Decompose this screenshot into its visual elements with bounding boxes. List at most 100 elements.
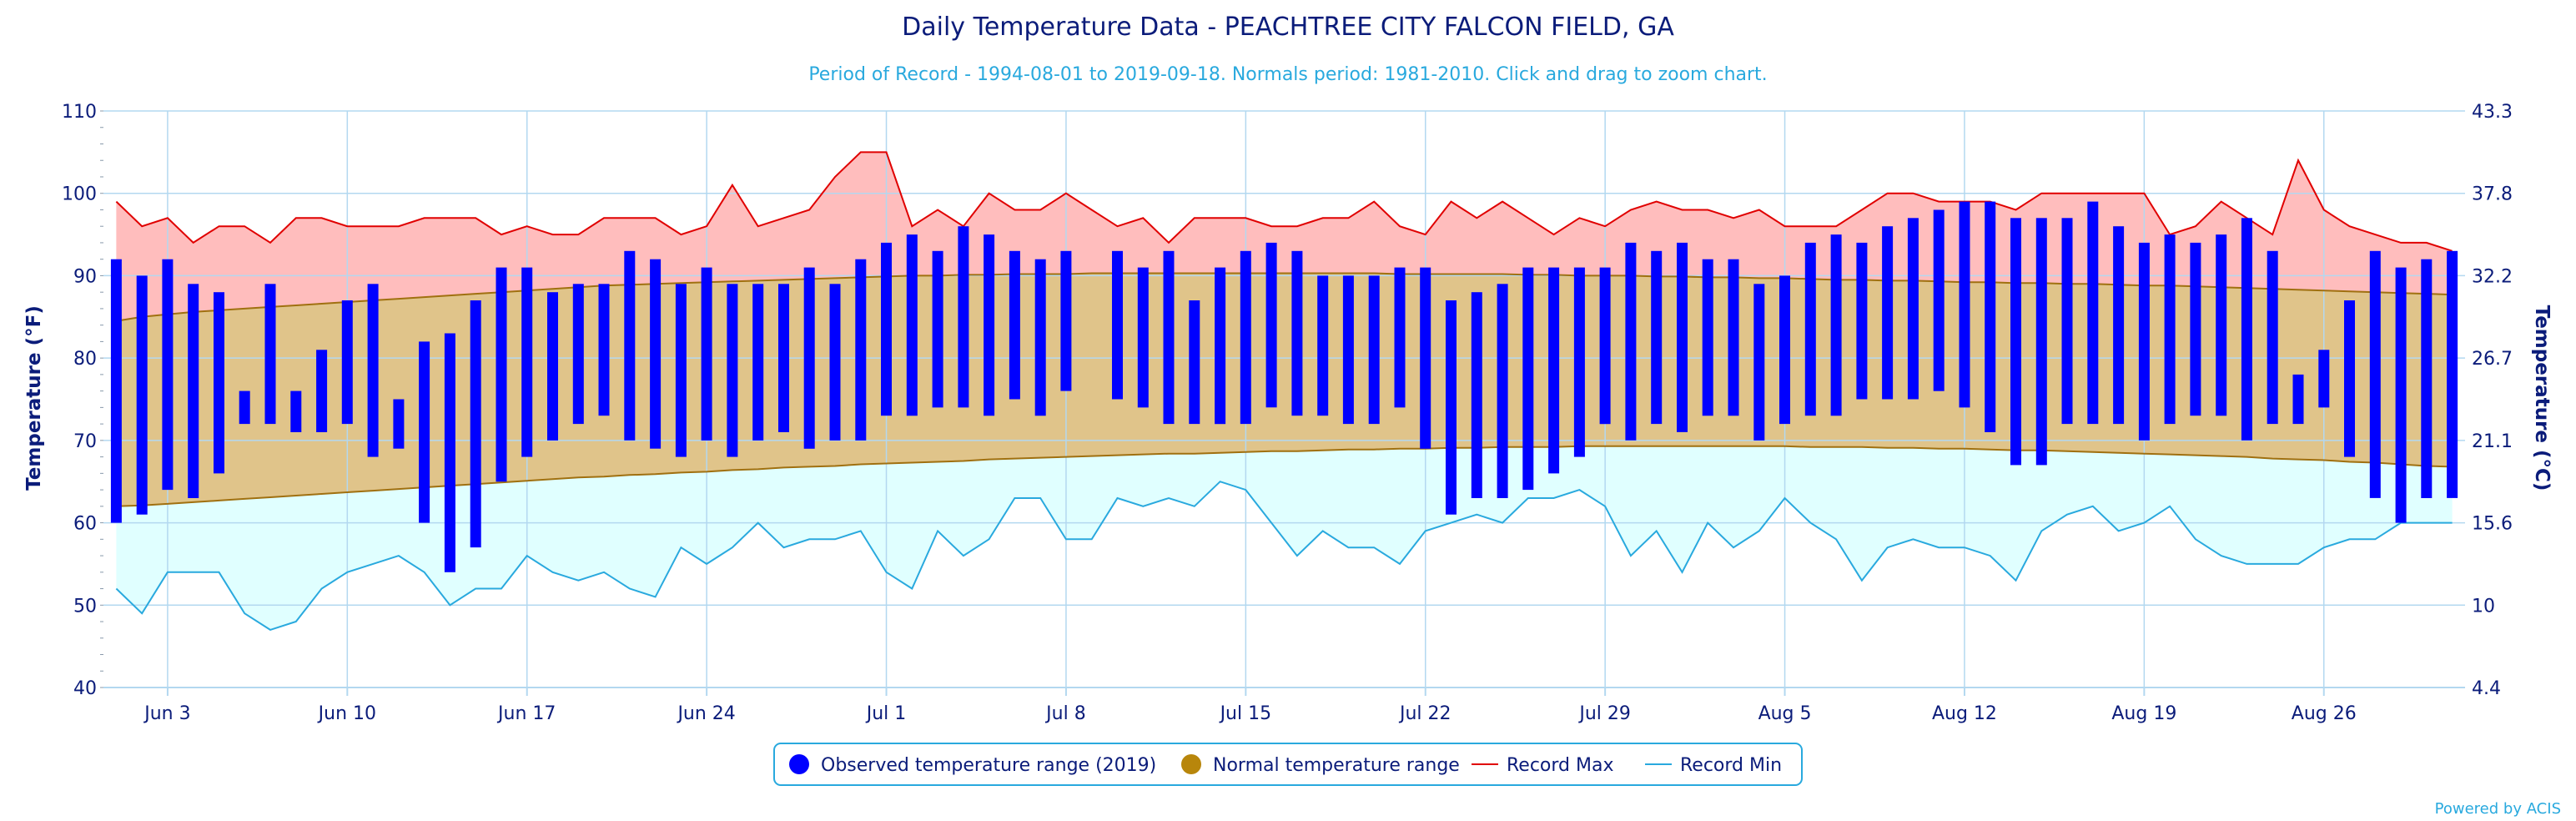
observed-bar bbox=[2216, 234, 2227, 416]
observed-bar bbox=[624, 250, 636, 441]
observed-bar bbox=[2447, 250, 2458, 498]
observed-bar bbox=[1189, 300, 1200, 425]
observed-bar bbox=[984, 234, 995, 416]
record-max-line bbox=[115, 151, 2453, 252]
observed-bar bbox=[547, 292, 558, 441]
observed-bar bbox=[650, 259, 662, 449]
observed-bar bbox=[881, 242, 892, 416]
observed-bar bbox=[2292, 374, 2304, 425]
observed-bar bbox=[675, 284, 687, 457]
observed-bar bbox=[727, 284, 738, 457]
normal-min-line bbox=[116, 445, 2453, 507]
y-tick-label-right: 21.1 bbox=[2472, 431, 2513, 452]
x-tick-label: Jun 3 bbox=[143, 703, 190, 724]
observed-bar bbox=[803, 267, 815, 449]
x-tick-label: Aug 5 bbox=[1758, 703, 1812, 724]
observed-bar bbox=[1779, 275, 1790, 425]
observed-bar bbox=[136, 275, 148, 515]
observed-bar bbox=[1215, 267, 1226, 425]
x-tick-label: Jul 22 bbox=[1398, 703, 1452, 724]
y-tick-label: 100 bbox=[62, 184, 97, 205]
y-tick-label: 60 bbox=[73, 514, 97, 535]
observed-bar bbox=[1702, 259, 1713, 416]
observed-bar bbox=[2344, 300, 2355, 457]
observed-bar bbox=[1728, 259, 1739, 416]
legend-record-max-label[interactable]: Record Max bbox=[1507, 755, 1614, 776]
observed-bar bbox=[367, 284, 379, 457]
x-tick-label: Jul 8 bbox=[1044, 703, 1086, 724]
observed-bar bbox=[1985, 201, 1996, 432]
observed-bar bbox=[1137, 267, 1149, 408]
observed-bar bbox=[2369, 250, 2381, 498]
observed-bar bbox=[1625, 242, 1637, 441]
observed-bar bbox=[1060, 250, 1072, 391]
legend-record-min-label[interactable]: Record Min bbox=[1680, 755, 1782, 776]
observed-bar bbox=[598, 284, 610, 416]
observed-bar bbox=[2190, 242, 2201, 416]
x-tick-label: Jun 24 bbox=[676, 703, 735, 724]
y-tick-label-right: 43.3 bbox=[2472, 102, 2513, 123]
credit-text[interactable]: Powered by ACIS bbox=[2435, 800, 2561, 818]
x-tick-label: Aug 19 bbox=[2111, 703, 2176, 724]
observed-bar bbox=[2164, 234, 2176, 425]
observed-bar bbox=[341, 300, 353, 425]
x-tick-label: Aug 12 bbox=[1932, 703, 1997, 724]
observed-bar bbox=[1497, 284, 1508, 498]
observed-bar bbox=[239, 390, 250, 425]
y-tick-label: 50 bbox=[73, 596, 97, 617]
legend-normal-marker bbox=[1181, 754, 1201, 774]
observed-bar bbox=[855, 259, 867, 441]
observed-bar bbox=[778, 284, 789, 432]
observed-bar bbox=[701, 267, 712, 441]
record-min-line bbox=[115, 481, 2453, 631]
observed-bar bbox=[1677, 242, 1688, 432]
observed-bar bbox=[1471, 292, 1482, 498]
legend-observed-marker bbox=[789, 754, 809, 774]
observed-bar bbox=[1163, 250, 1175, 425]
y-tick-label: 40 bbox=[73, 678, 97, 699]
chart-subtitle: Period of Record - 1994-08-01 to 2019-09… bbox=[808, 64, 1767, 85]
legend-observed-label[interactable]: Observed temperature range (2019) bbox=[821, 755, 1156, 776]
observed-bar bbox=[2241, 218, 2252, 441]
observed-bar bbox=[2267, 250, 2278, 425]
observed-bar bbox=[2061, 218, 2073, 425]
observed-bar bbox=[752, 284, 764, 441]
y-tick-label: 110 bbox=[62, 102, 97, 123]
record-max-band bbox=[116, 152, 2453, 321]
observed-bar bbox=[264, 284, 276, 425]
observed-bar bbox=[110, 259, 122, 523]
observed-bar bbox=[393, 399, 405, 449]
observed-bar bbox=[958, 226, 969, 408]
observed-bar bbox=[1856, 242, 1868, 400]
observed-bar bbox=[2318, 350, 2330, 408]
observed-bar bbox=[1907, 218, 1919, 400]
legend-box bbox=[773, 743, 1803, 786]
observed-bar bbox=[1830, 234, 1842, 416]
plot-area[interactable]: 40 4.4 50 10 60 15.6 70 21.1 80 26.7 90 32.2 100 37.8… bbox=[62, 102, 2513, 786]
observed-bar bbox=[2395, 267, 2407, 523]
observed-bar bbox=[932, 250, 943, 408]
x-tick-label: Jul 1 bbox=[865, 703, 907, 724]
y-tick-label-right: 32.2 bbox=[2472, 266, 2513, 287]
observed-bar bbox=[2087, 201, 2099, 425]
observed-bar bbox=[496, 267, 507, 482]
chart-title: Daily Temperature Data - PEACHTREE CITY … bbox=[902, 13, 1674, 42]
observed-bar bbox=[1599, 267, 1611, 425]
observed-bar bbox=[1420, 267, 1431, 449]
x-tick-label: Jun 10 bbox=[317, 703, 376, 724]
observed-bar bbox=[2113, 226, 2125, 425]
y-tick-label-right: 37.8 bbox=[2472, 184, 2513, 205]
observed-bar bbox=[1804, 242, 1816, 416]
x-tick-label: Jul 29 bbox=[1577, 703, 1631, 724]
normal-range-band bbox=[116, 273, 2453, 506]
observed-bar bbox=[1034, 259, 1046, 416]
observed-bar bbox=[1009, 250, 1020, 400]
y-axis-label-left: Temperature (°F) bbox=[23, 305, 45, 491]
observed-bar bbox=[1522, 267, 1534, 491]
legend-normal-label[interactable]: Normal temperature range bbox=[1213, 755, 1460, 776]
y-axis-label-right: Temperature (°C) bbox=[2531, 305, 2553, 491]
observed-bar bbox=[1368, 275, 1380, 425]
observed-bar bbox=[1342, 275, 1354, 425]
